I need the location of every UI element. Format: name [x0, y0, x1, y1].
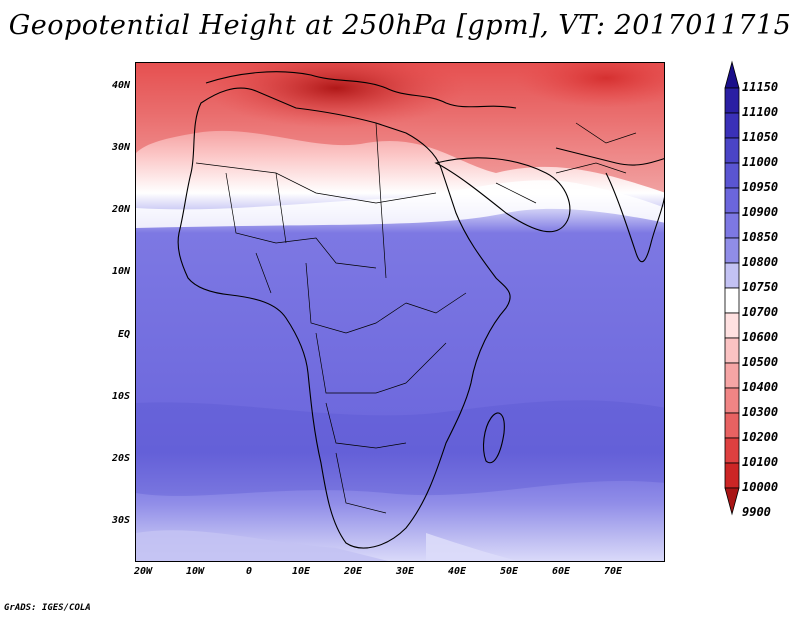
lon-label-50e: 50E	[500, 566, 519, 577]
lon-label-0: 0	[246, 566, 253, 577]
lon-label-20e: 20E	[344, 566, 363, 577]
coastlines	[177, 71, 664, 549]
southern-low-band	[136, 400, 664, 496]
credit-text: GrADS: IGES/COLA	[4, 603, 91, 613]
lat-label-10s: 10S	[111, 391, 130, 402]
lat-label-40n: 40N	[111, 80, 130, 91]
colorbar-label: 10600	[742, 330, 779, 344]
colorbar-segment	[724, 387, 740, 414]
colorbar-segment	[724, 137, 740, 164]
colorbar-segment	[724, 412, 740, 439]
secondary-height-core	[516, 63, 664, 108]
lon-label-30e: 30E	[396, 566, 415, 577]
colorbar-segment	[724, 162, 740, 189]
country-borders	[195, 122, 637, 514]
colorbar-segment	[724, 462, 740, 489]
lon-label-70e: 70E	[604, 566, 623, 577]
south-west-light-area	[136, 530, 388, 561]
colorbar-label: 10850	[742, 230, 779, 244]
map-frame	[135, 62, 665, 562]
lon-label-10e: 10E	[292, 566, 311, 577]
colorbar-segment	[724, 237, 740, 264]
colorbar-segment	[724, 262, 740, 289]
lat-label-eq: EQ	[117, 329, 130, 340]
colorbar-label: 10900	[742, 205, 779, 219]
colorbar-label: 10500	[742, 355, 779, 369]
colorbar-label: 11150	[742, 80, 779, 94]
colorbar-label: 10700	[742, 305, 779, 319]
colorbar-label: 10000	[742, 480, 779, 494]
colorbar-label: 11100	[742, 105, 779, 119]
colorbar-label: 10300	[742, 405, 779, 419]
lat-label-10n: 10N	[111, 266, 130, 277]
colorbar-label: 10800	[742, 255, 779, 269]
colorbar-top-triangle	[724, 60, 740, 89]
colorbar-segment	[724, 87, 740, 114]
colorbar-segment	[724, 362, 740, 389]
map-canvas	[136, 63, 664, 561]
lat-label-30s: 30S	[111, 515, 130, 526]
lon-label-40e: 40E	[448, 566, 467, 577]
lat-label-30n: 30N	[111, 142, 130, 153]
colorbar-label: 11050	[742, 130, 779, 144]
colorbar-label: 9900	[742, 505, 771, 519]
lat-label-20n: 20N	[111, 204, 130, 215]
colorbar-label: 10950	[742, 180, 779, 194]
max-height-core	[206, 63, 466, 128]
lon-label-10w: 10W	[186, 566, 205, 577]
colorbar-segment	[724, 312, 740, 339]
colorbar-segment	[724, 337, 740, 364]
lon-label-60e: 60E	[552, 566, 571, 577]
colorbar-label: 10200	[742, 430, 779, 444]
colorbar-segment	[724, 287, 740, 314]
south-light-area	[426, 533, 519, 561]
colorbar-segment	[724, 187, 740, 214]
colorbar-segment	[724, 112, 740, 139]
colorbar	[724, 60, 740, 516]
colorbar-label: 11000	[742, 155, 779, 169]
colorbar-label: 10400	[742, 380, 779, 394]
lon-label-20w: 20W	[134, 566, 153, 577]
colorbar-segment	[724, 437, 740, 464]
colorbar-segment	[724, 212, 740, 239]
lat-label-20s: 20S	[111, 453, 130, 464]
colorbar-label: 10100	[742, 455, 779, 469]
map-title: Geopotential Height at 250hPa [gpm], VT:…	[8, 10, 792, 41]
colorbar-bottom-triangle	[724, 487, 740, 516]
colorbar-label: 10750	[742, 280, 779, 294]
transition-band	[136, 180, 664, 228]
